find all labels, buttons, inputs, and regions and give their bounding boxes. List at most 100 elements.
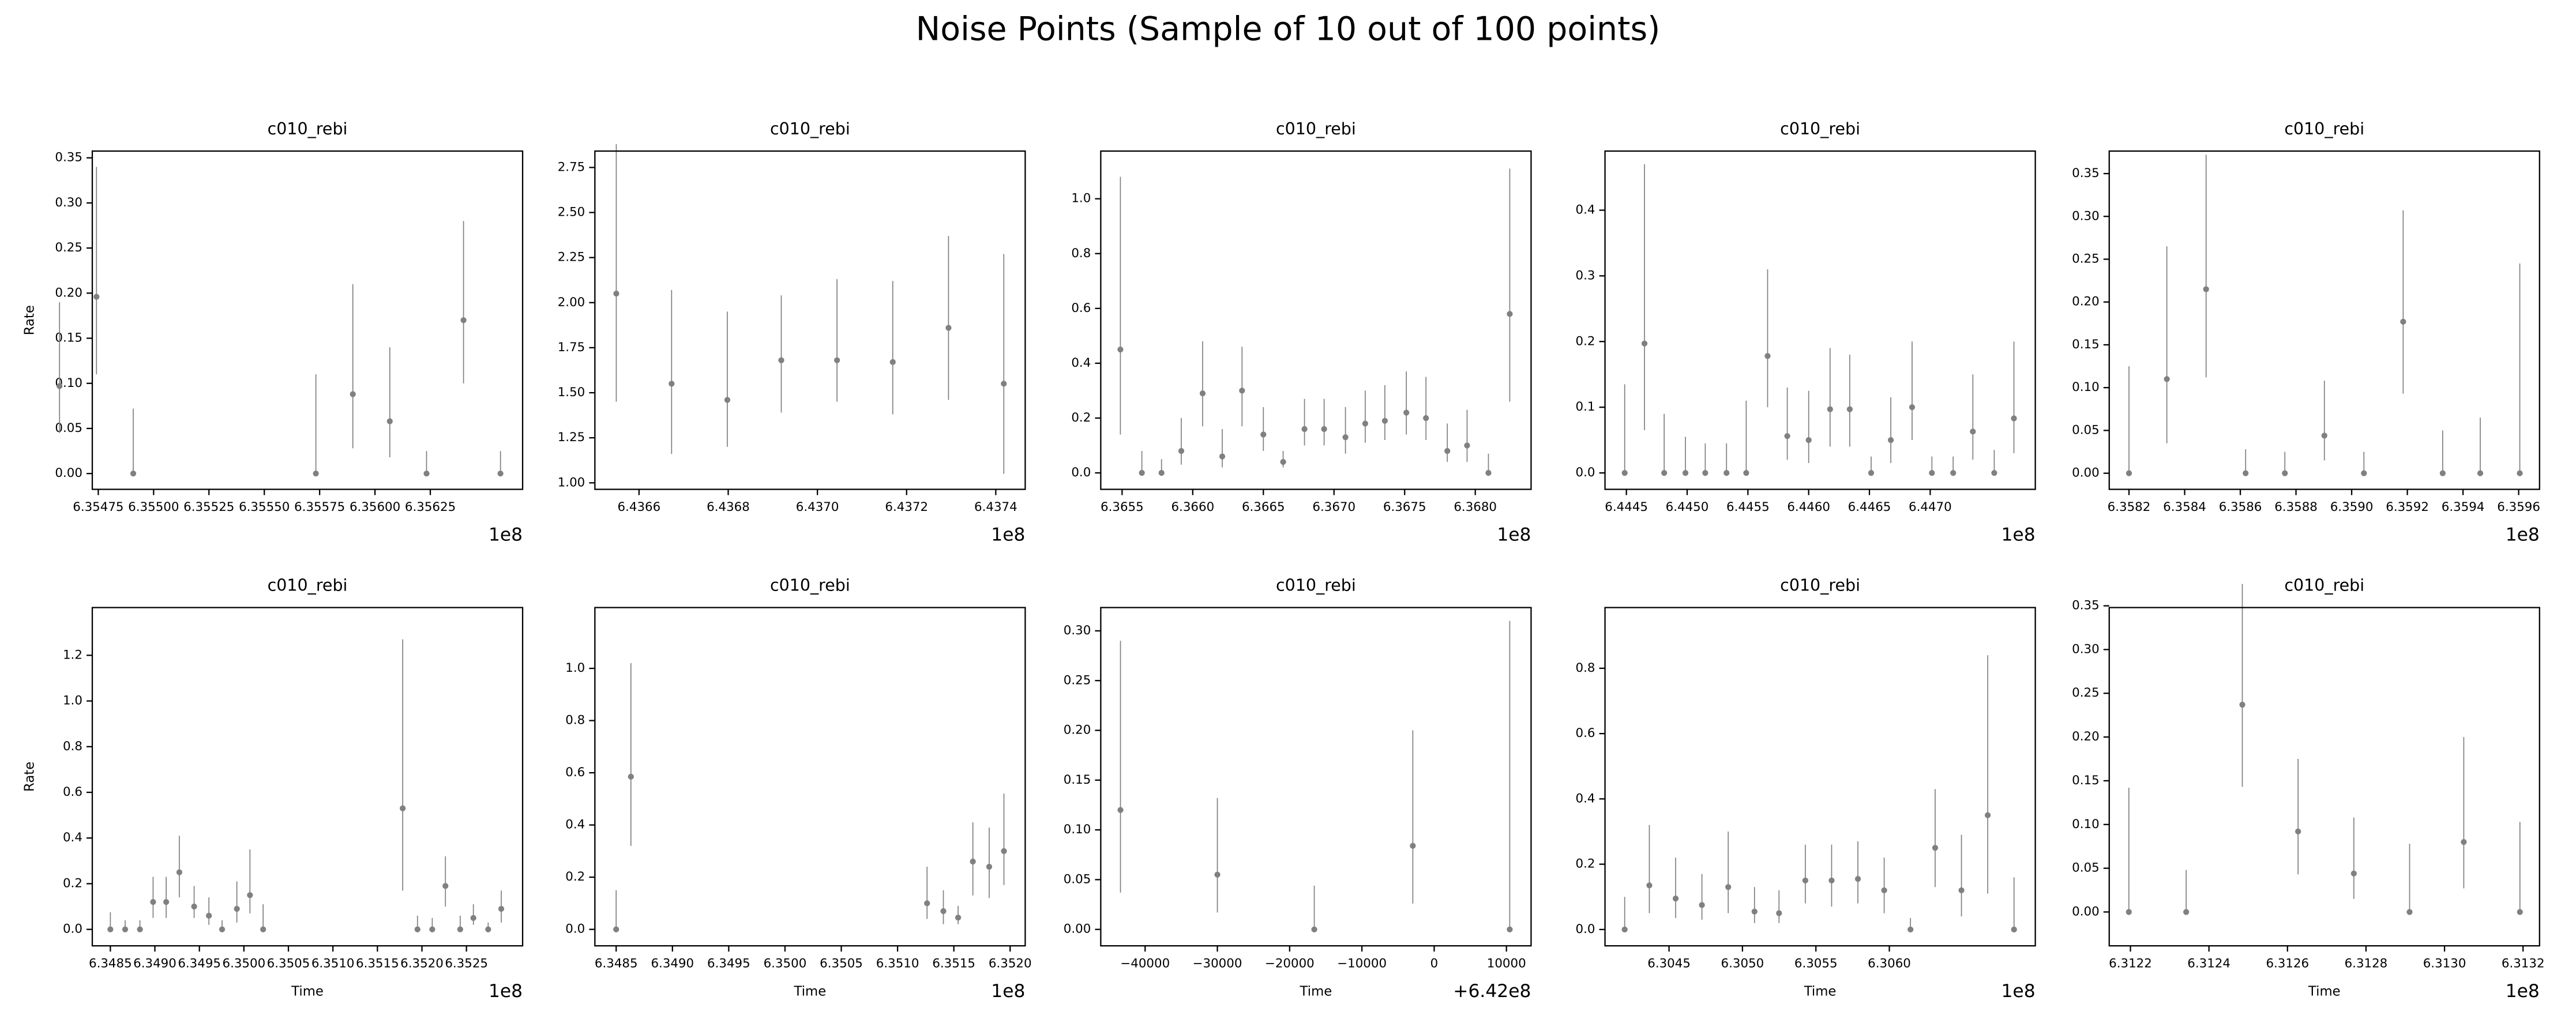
x-tick-label: −30000 bbox=[1193, 956, 1242, 971]
x-tick-label: 6.4368 bbox=[707, 500, 750, 514]
point bbox=[1410, 843, 1416, 849]
x-tick-label: 6.3510 bbox=[876, 956, 919, 971]
point bbox=[2011, 926, 2017, 932]
y-tick-label: 0.35 bbox=[2072, 166, 2100, 180]
point bbox=[1301, 426, 1308, 432]
point bbox=[1139, 469, 1145, 476]
y-tick-label: 0.20 bbox=[55, 285, 82, 300]
point bbox=[1219, 453, 1226, 460]
y-tick-label: 0.8 bbox=[1576, 661, 1595, 675]
point bbox=[1621, 926, 1628, 932]
point bbox=[1854, 875, 1861, 882]
y-tick-label: 0.6 bbox=[63, 785, 82, 799]
x-tick-label: 6.4370 bbox=[796, 500, 839, 514]
y-tick-label: 1.50 bbox=[558, 385, 585, 400]
point bbox=[1991, 469, 1997, 476]
y-tick-label: 0.15 bbox=[2072, 337, 2100, 352]
axes-frame bbox=[91, 607, 524, 947]
y-tick-label: 0.2 bbox=[1071, 411, 1091, 425]
point bbox=[1907, 926, 1914, 932]
point bbox=[1001, 848, 1007, 854]
y-tick-label: 0.00 bbox=[1064, 922, 1091, 937]
y-tick-label: 0.20 bbox=[2072, 729, 2100, 744]
x-tick-label: 6.3660 bbox=[1171, 500, 1214, 514]
x-tick-label: 6.3670 bbox=[1312, 500, 1355, 514]
y-tick-label: 0.0 bbox=[565, 922, 585, 937]
x-tick-label: 6.3500 bbox=[222, 956, 265, 971]
x-axis-label: Time bbox=[2308, 984, 2341, 999]
point bbox=[1117, 807, 1124, 813]
subplot-title: c010_rebi bbox=[1780, 119, 1860, 138]
y-tick-label: 1.75 bbox=[558, 340, 585, 355]
point bbox=[1507, 926, 1513, 932]
x-offset-label: 1e8 bbox=[991, 981, 1025, 1002]
x-tick-label: 10000 bbox=[1487, 956, 1526, 971]
point bbox=[1929, 469, 1935, 476]
x-tick-label: 6.3495 bbox=[707, 956, 750, 971]
x-tick-label: 6.3132 bbox=[2502, 956, 2545, 971]
y-tick-label: 0.35 bbox=[2072, 599, 2100, 613]
point bbox=[1805, 437, 1812, 443]
x-tick-label: 6.35500 bbox=[128, 500, 179, 514]
point bbox=[57, 383, 63, 389]
x-tick-label: 6.3592 bbox=[2386, 500, 2429, 514]
point bbox=[1381, 418, 1388, 424]
x-axis-label: Time bbox=[1300, 984, 1332, 999]
point bbox=[2126, 470, 2132, 476]
y-tick-label: 0.25 bbox=[55, 240, 82, 255]
point bbox=[442, 883, 449, 889]
x-tick-label: 6.35600 bbox=[350, 500, 400, 514]
y-tick-label: 0.10 bbox=[2072, 380, 2100, 394]
x-tick-label: 0 bbox=[1430, 956, 1439, 971]
point bbox=[1827, 406, 1833, 412]
point bbox=[2517, 470, 2523, 476]
axes-frame bbox=[594, 607, 1026, 947]
point bbox=[163, 898, 170, 905]
point bbox=[470, 915, 476, 921]
x-tick-label: 6.3130 bbox=[2423, 956, 2466, 971]
point bbox=[1199, 390, 1206, 397]
point bbox=[834, 357, 840, 363]
point bbox=[2183, 909, 2190, 915]
point bbox=[613, 291, 619, 297]
y-tick-label: 0.2 bbox=[565, 870, 585, 884]
point bbox=[1311, 926, 1317, 932]
point bbox=[1802, 877, 1809, 884]
y-tick-label: 0.4 bbox=[63, 830, 82, 845]
point bbox=[1846, 406, 1853, 412]
x-offset-label: 1e8 bbox=[2002, 524, 2036, 545]
x-tick-label: 6.3126 bbox=[2266, 956, 2309, 971]
x-tick-label: 6.3588 bbox=[2274, 500, 2318, 514]
point bbox=[889, 359, 896, 366]
figure-title: Noise Points (Sample of 10 out of 100 po… bbox=[916, 10, 1661, 48]
y-axis-label: Rate bbox=[22, 305, 37, 335]
point bbox=[924, 900, 930, 907]
y-tick-label: 0.0 bbox=[1071, 465, 1091, 480]
point bbox=[414, 926, 420, 932]
point bbox=[460, 317, 467, 324]
y-tick-label: 0.05 bbox=[2072, 423, 2100, 437]
y-tick-label: 0.30 bbox=[55, 195, 82, 210]
x-tick-label: −40000 bbox=[1120, 956, 1170, 971]
x-tick-label: 6.3050 bbox=[1721, 956, 1764, 971]
point bbox=[1723, 469, 1730, 476]
x-tick-label: 6.3596 bbox=[2497, 500, 2540, 514]
x-tick-label: 6.4374 bbox=[974, 500, 1017, 514]
x-tick-label: 6.3582 bbox=[2108, 500, 2151, 514]
y-tick-label: 0.25 bbox=[1064, 673, 1091, 687]
point bbox=[400, 805, 406, 811]
y-axis-label: Rate bbox=[22, 762, 37, 792]
point bbox=[1641, 340, 1648, 347]
x-tick-label: 6.3675 bbox=[1383, 500, 1426, 514]
y-tick-label: 0.25 bbox=[2072, 686, 2100, 700]
point bbox=[1970, 428, 1976, 435]
point bbox=[669, 381, 675, 387]
x-tick-label: −10000 bbox=[1337, 956, 1387, 971]
x-axis-label: Time bbox=[291, 984, 324, 999]
y-tick-label: 0.20 bbox=[1064, 723, 1091, 738]
point bbox=[1178, 447, 1185, 454]
point bbox=[778, 357, 784, 363]
y-tick-label: 0.30 bbox=[1064, 623, 1091, 638]
point bbox=[724, 397, 731, 403]
